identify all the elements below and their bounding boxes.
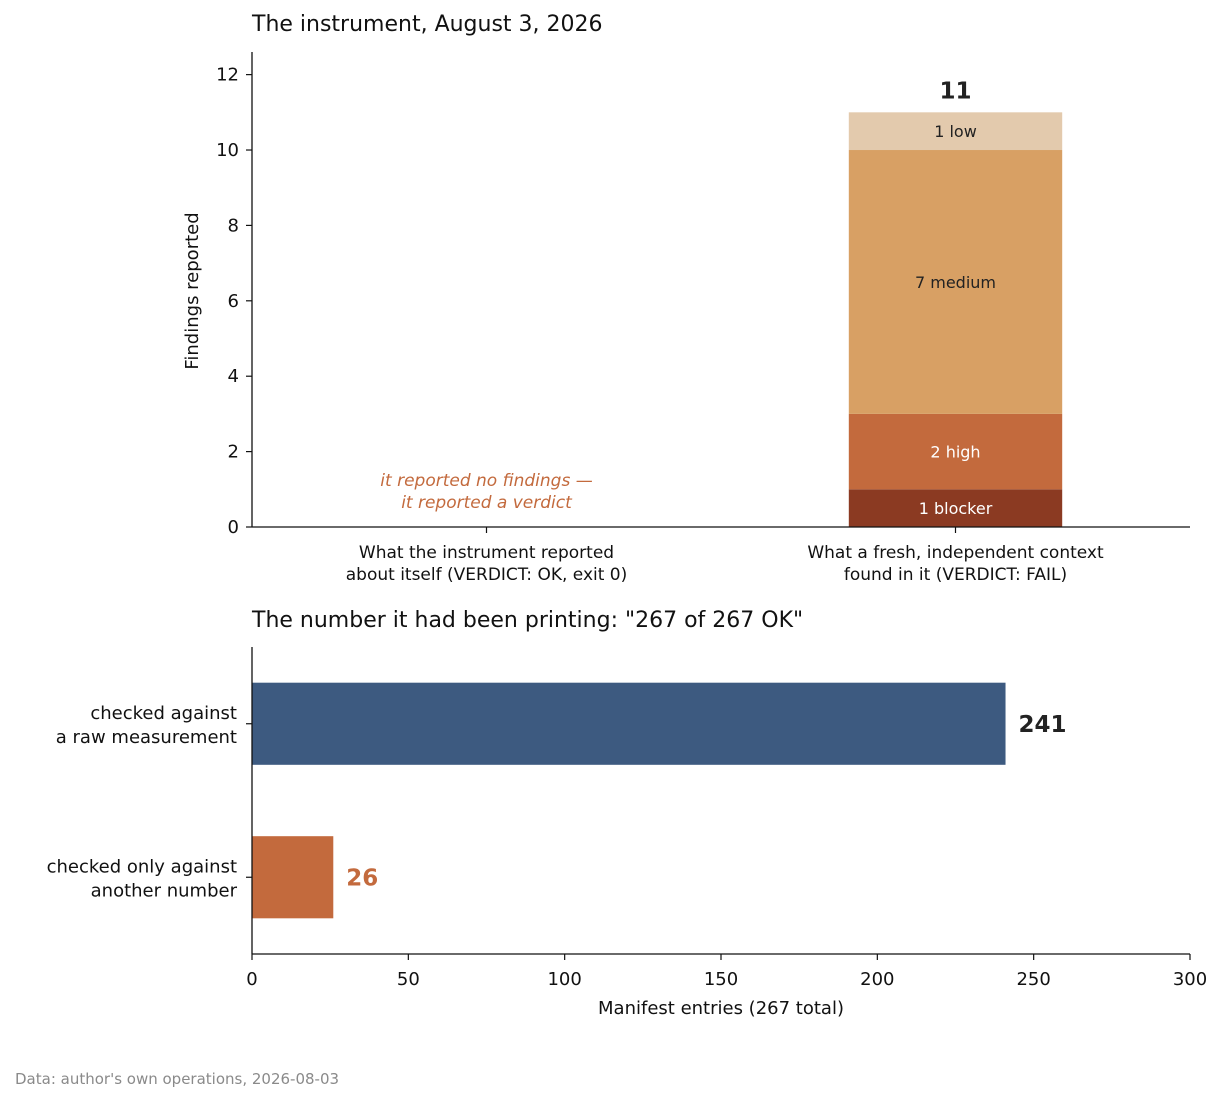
y-tick-label: 10 [216, 140, 239, 161]
stack-segment-low [848, 112, 1063, 151]
segment-label-medium: 7 medium [915, 273, 996, 292]
top-y-axis-label: Findings reported [182, 212, 203, 369]
annotation-line: it reported no findings — [380, 471, 592, 491]
x-category-label: about itself (VERDICT: OK, exit 0) [346, 565, 628, 585]
bar [252, 836, 334, 919]
stack-segment-medium [848, 150, 1063, 414]
stack-segment-blocker [848, 489, 1063, 527]
top-chart-title: The instrument, August 3, 2026 [251, 12, 603, 37]
y-category-label: another number [91, 880, 238, 901]
x-category-label: What a fresh, independent context [807, 543, 1104, 563]
bottom-y-categories: checked against a raw measurement checked … [47, 703, 252, 901]
x-tick-label: 50 [397, 969, 420, 990]
y-category-label: a raw measurement [56, 727, 237, 748]
x-tick-label: 300 [1173, 969, 1207, 990]
segment-label-low: 1 low [934, 122, 977, 141]
top-axes [251, 52, 1190, 528]
y-category-label: checked only against [47, 856, 237, 877]
y-tick-label: 6 [228, 291, 239, 312]
total-label: 11 [939, 78, 971, 104]
top-y-ticks: 0 2 4 6 8 10 12 [216, 65, 252, 538]
bar-value-label: 26 [346, 865, 378, 891]
top-bars: 1 blocker 2 high 7 medium 1 low 11 [848, 78, 1063, 527]
segment-label-blocker: 1 blocker [919, 499, 993, 518]
bottom-chart-title: The number it had been printing: "267 of… [251, 608, 803, 633]
segment-label-high: 2 high [930, 443, 980, 462]
no-findings-annotation: it reported no findings —it reported a v… [380, 471, 592, 513]
y-tick-label: 0 [228, 517, 239, 538]
y-tick-label: 12 [216, 65, 239, 86]
y-tick-label: 2 [228, 442, 239, 463]
bottom-x-ticks: 0 50 100 150 200 250 300 [246, 954, 1207, 990]
x-tick-label: 250 [1016, 969, 1050, 990]
stacked-bar-chart: The instrument, August 3, 2026 Findings … [182, 12, 1190, 585]
x-tick-label: 200 [860, 969, 894, 990]
bar [252, 682, 1006, 765]
annotation-line: it reported a verdict [401, 493, 573, 513]
stack-segment-high [848, 413, 1063, 490]
bottom-bars: 241 26 [252, 682, 1067, 919]
y-tick-label: 4 [228, 366, 239, 387]
x-category-label: found in it (VERDICT: FAIL) [844, 565, 1067, 585]
bottom-x-axis-label: Manifest entries (267 total) [598, 998, 844, 1019]
data-source-footer: Data: author's own operations, 2026-08-0… [15, 1070, 339, 1088]
bar-value-label: 241 [1019, 712, 1067, 738]
x-tick-label: 0 [246, 969, 257, 990]
y-tick-label: 8 [228, 215, 239, 236]
horizontal-bar-chart: The number it had been printing: "267 of… [47, 608, 1208, 1019]
x-tick-label: 150 [704, 969, 738, 990]
x-category-label: What the instrument reported [359, 543, 614, 563]
x-tick-label: 100 [547, 969, 581, 990]
y-category-label: checked against [90, 703, 237, 724]
